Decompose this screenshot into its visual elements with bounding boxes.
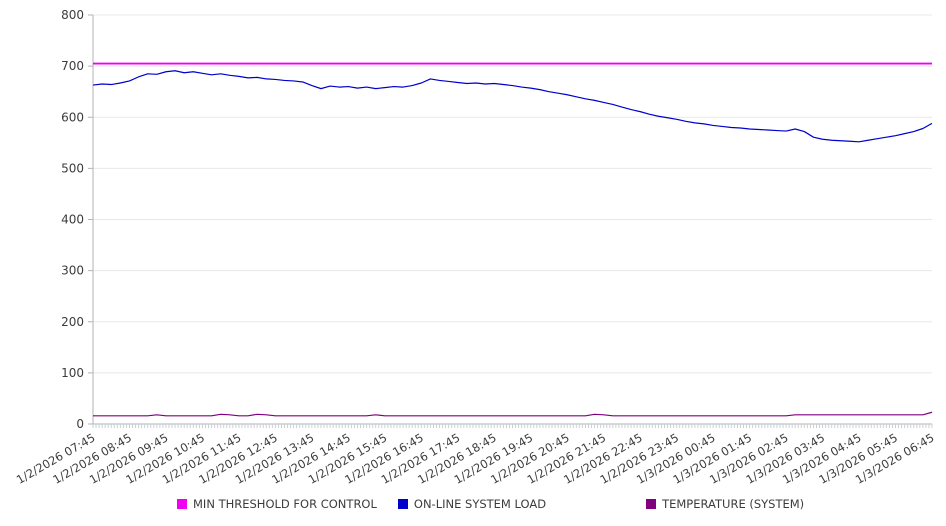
min-threshold-swatch-icon (177, 499, 187, 509)
temperature-swatch-icon (646, 499, 657, 509)
legend-item-temperature: TEMPERATURE (SYSTEM) (646, 497, 804, 511)
svg-text:100: 100 (61, 366, 84, 380)
legend-item-min-threshold: MIN THRESHOLD FOR CONTROL (177, 497, 377, 511)
legend-label-min-threshold: MIN THRESHOLD FOR CONTROL (193, 497, 377, 511)
legend-label-online-system-load: ON-LINE SYSTEM LOAD (413, 497, 547, 511)
svg-text:400: 400 (61, 213, 84, 227)
svg-text:200: 200 (61, 315, 84, 329)
svg-text:800: 800 (61, 8, 84, 22)
legend-item-online-system-load: ON-LINE SYSTEM LOAD (397, 497, 547, 511)
svg-text:700: 700 (61, 59, 84, 73)
svg-text:600: 600 (61, 110, 84, 124)
svg-text:0: 0 (76, 417, 84, 431)
svg-text:500: 500 (61, 161, 84, 175)
legend-label-temperature: TEMPERATURE (SYSTEM) (662, 497, 805, 511)
online-system-load-swatch-icon (397, 499, 408, 509)
svg-text:300: 300 (61, 264, 84, 278)
chart-legend: MIN THRESHOLD FOR CONTROL ON-LINE SYSTEM… (0, 497, 946, 511)
